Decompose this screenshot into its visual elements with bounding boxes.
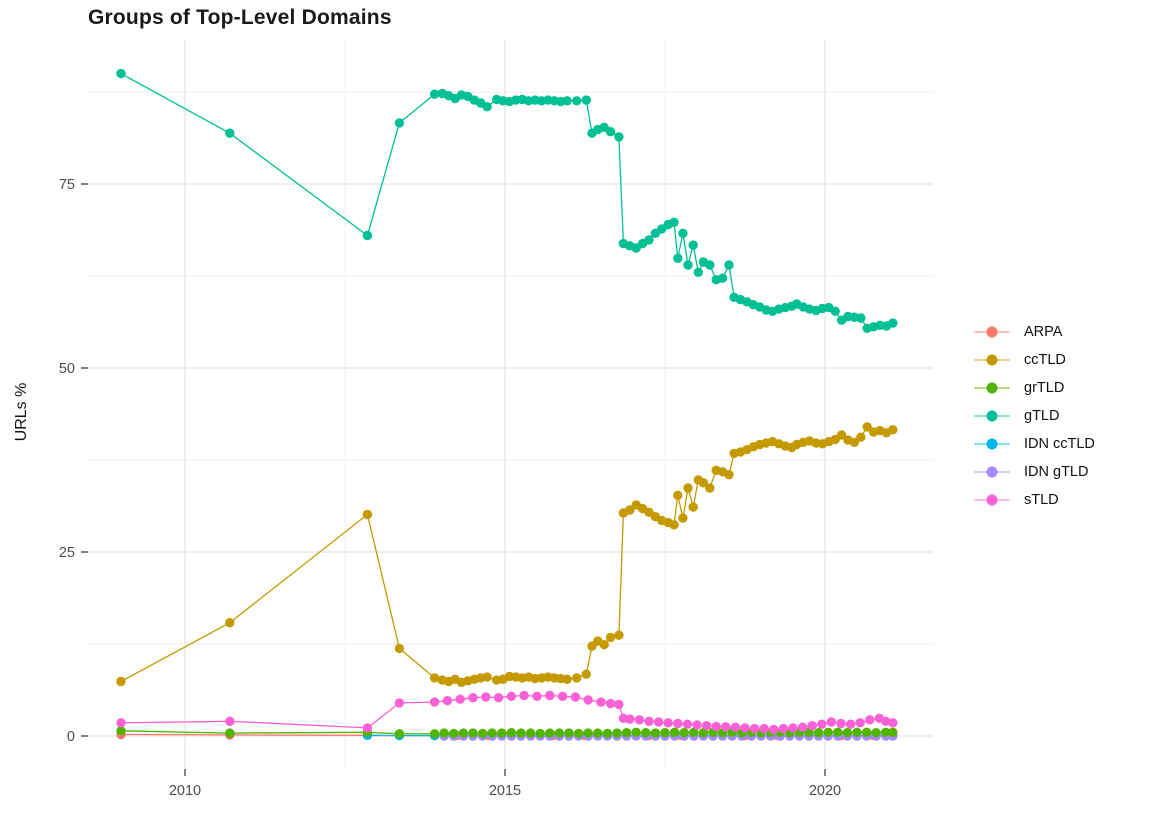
x-tick-label: 2020 <box>809 783 841 799</box>
y-tick-label: 50 <box>59 361 75 377</box>
legend-key-icon <box>972 492 1012 508</box>
x-tick-label: 2015 <box>489 783 521 799</box>
legend-item-stld: sTLD <box>972 490 1095 509</box>
x-tick-label: 2010 <box>169 783 201 799</box>
series-gtld <box>116 68 898 333</box>
legend-item-arpa: ARPA <box>972 322 1095 341</box>
series-line-gtld <box>120 73 894 330</box>
legend-item-gtld: gTLD <box>972 406 1095 425</box>
y-axis: 0 25 50 75 <box>59 177 88 745</box>
y-tick-label: 0 <box>67 729 75 745</box>
legend-key-icon <box>972 324 1012 340</box>
legend-item-idn-cctld: IDN ccTLD <box>972 434 1095 453</box>
series-cctld <box>116 422 898 687</box>
legend-key-icon <box>972 380 1012 396</box>
gridlines-major <box>88 40 933 769</box>
legend-label: sTLD <box>1024 491 1059 508</box>
gridlines-minor <box>88 40 933 769</box>
x-axis: 2010 2015 2020 <box>169 769 841 799</box>
legend-item-cctld: ccTLD <box>972 350 1095 369</box>
series-stld <box>116 690 898 735</box>
legend-label: IDN ccTLD <box>1024 435 1095 452</box>
legend-key-icon <box>972 352 1012 368</box>
legend-label: gTLD <box>1024 407 1060 424</box>
legend-item-grtld: grTLD <box>972 378 1095 397</box>
legend-key-icon <box>972 408 1012 424</box>
legend: ARPA ccTLD grTLD gTLD IDN ccTLD IDN gTLD sTLD <box>972 322 1095 509</box>
legend-label: grTLD <box>1024 379 1065 396</box>
legend-key-icon <box>972 436 1012 452</box>
legend-label: ccTLD <box>1024 351 1066 368</box>
series-line-stld <box>120 694 893 731</box>
series-grtld <box>116 726 898 739</box>
chart-title: Groups of Top-Level Domains <box>88 6 392 29</box>
legend-item-idn-gtld: IDN gTLD <box>972 462 1095 481</box>
legend-key-icon <box>972 464 1012 480</box>
legend-label: IDN gTLD <box>1024 463 1089 480</box>
y-tick-label: 75 <box>59 177 75 193</box>
y-tick-label: 25 <box>59 545 75 561</box>
legend-label: ARPA <box>1024 323 1063 340</box>
